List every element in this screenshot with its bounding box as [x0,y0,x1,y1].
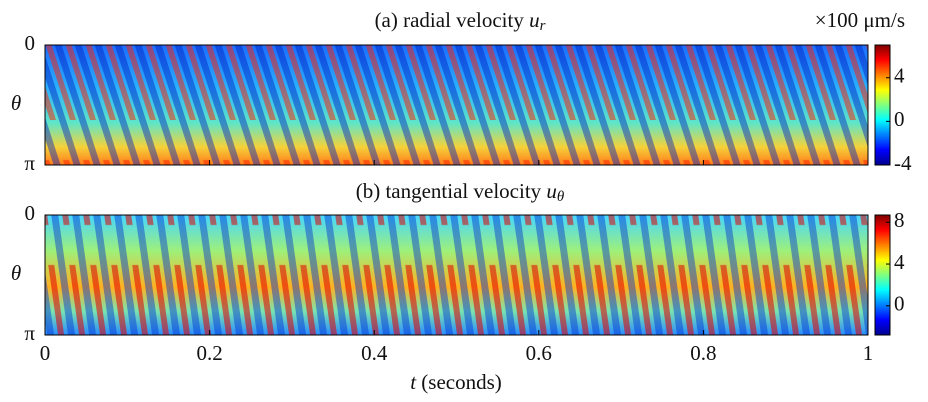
x-tick-label: 0.6 [526,341,552,365]
x-tick-label: 0.4 [361,341,388,365]
panel-title: (a) radial velocity ur [375,8,546,35]
colorbar [874,214,891,336]
title-text: (a) radial velocity [375,8,530,32]
y-tick-label: 0 [25,201,36,225]
colorbar-tick-label: 0 [894,292,905,316]
x-label-symbol: t [410,370,417,394]
y-tick-label: π [24,321,35,345]
x-axis-label: t (seconds) [410,370,502,394]
title-symbol: u [546,179,557,203]
plot-frame [44,44,869,166]
colorbar [874,44,891,166]
title-symbol: u [529,8,540,32]
x-tick-label: 0.8 [690,341,716,365]
title-text: (b) tangential velocity [356,179,547,203]
colorbar-tick-label: -4 [894,151,912,175]
x-tick-label: 1 [863,341,874,365]
colorbar-tick-label: 4 [894,64,905,88]
y-axis-label: θ [11,91,21,115]
title-subscript: r [540,18,546,34]
x-label-text: (seconds) [416,370,502,394]
y-tick-label: π [24,151,35,175]
plot-frame [44,214,869,336]
x-tick-label: 0 [40,341,51,365]
colorbar-tick-label: 8 [894,208,905,232]
colorbar-label: ×100 μm/s [815,8,905,32]
y-axis-label: θ [11,261,21,285]
colorbar-tick-label: 0 [894,107,905,131]
heatmap-b [45,215,868,335]
heatmap-a [45,45,868,165]
panel-title: (b) tangential velocity uθ [356,179,565,206]
y-tick-label: 0 [25,31,36,55]
x-tick-label: 0.2 [196,341,222,365]
colorbar-tick-label: 4 [894,250,905,274]
title-subscript: θ [557,189,565,205]
